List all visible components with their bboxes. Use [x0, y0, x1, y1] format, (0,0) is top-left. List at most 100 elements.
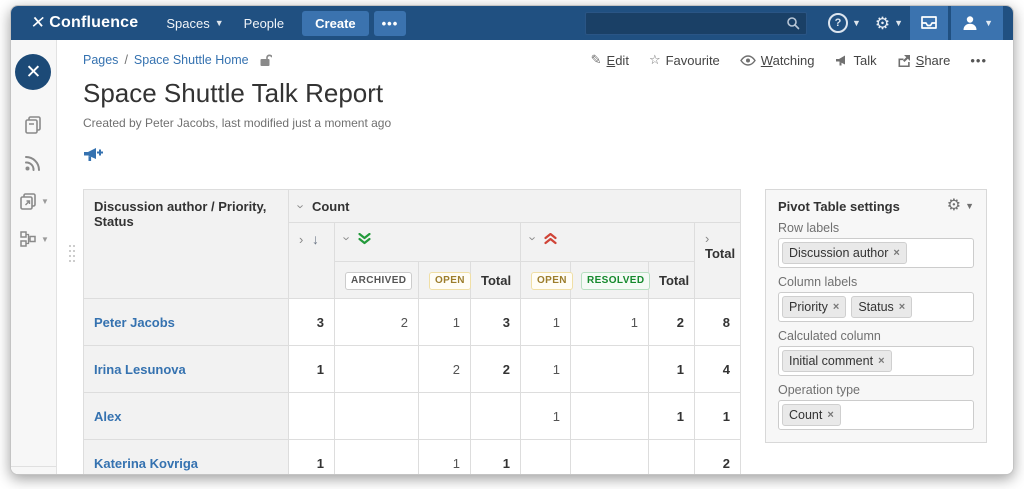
- sidebar-item-blog[interactable]: [23, 153, 43, 173]
- top-navbar: ✕ Confluence Spaces ▼ People Create ••• …: [11, 6, 1013, 40]
- chevron-down-icon: ▼: [851, 18, 861, 28]
- talk-button[interactable]: Talk: [835, 53, 877, 68]
- watching-button[interactable]: Watching: [739, 53, 815, 68]
- content-row: Discussion author / Priority, Status › C…: [82, 189, 987, 474]
- field-tag[interactable]: Count ×: [782, 404, 841, 426]
- cell: [333, 439, 419, 474]
- tray-icon: [920, 16, 938, 30]
- column-labels-input[interactable]: Priority × Status ×: [778, 292, 974, 322]
- space-logo[interactable]: ✕: [15, 54, 52, 90]
- help-menu[interactable]: ? ▼: [821, 13, 868, 33]
- collapse-chevron-icon[interactable]: ›: [525, 236, 541, 241]
- chevron-down-icon: ▼: [41, 234, 49, 244]
- cell: 1: [519, 298, 571, 346]
- search-input[interactable]: [584, 11, 807, 35]
- pivot-header-row-1: Discussion author / Priority, Status › C…: [82, 189, 742, 299]
- cell: 1: [417, 439, 471, 474]
- breadcrumb: Pages / Space Shuttle Home: [83, 53, 272, 67]
- edit-button[interactable]: ✎ Edit: [590, 52, 629, 68]
- chevron-down-icon: ▼: [214, 18, 224, 28]
- remove-tag-icon[interactable]: ×: [827, 409, 834, 421]
- create-more-button[interactable]: •••: [373, 10, 407, 36]
- confluence-logo-text: Confluence: [49, 14, 139, 31]
- shortcuts-icon: [18, 191, 38, 211]
- cell: [333, 392, 419, 440]
- calculated-column-label: Calculated column: [778, 329, 881, 343]
- priority-trivial-double-chevron-down-icon: [358, 233, 371, 245]
- breadcrumb-pages-link[interactable]: Pages: [82, 53, 119, 67]
- user-profile-menu[interactable]: ▼: [951, 6, 1003, 40]
- open-lozenge: OPEN: [530, 271, 573, 290]
- search-icon: [786, 16, 800, 30]
- remove-tag-icon[interactable]: ×: [893, 247, 900, 259]
- panel-settings-menu[interactable]: ⚙ ▼: [947, 198, 974, 214]
- create-button[interactable]: Create: [302, 10, 369, 36]
- gear-icon: ⚙: [946, 197, 962, 214]
- page-byline: Created by Peter Jacobs, last modified j…: [82, 116, 392, 130]
- row-labels-input[interactable]: Discussion author ×: [778, 238, 974, 268]
- admin-settings-menu[interactable]: ⚙ ▼: [868, 15, 910, 32]
- count-group-header: › Count: [287, 189, 742, 223]
- priority-minor-group-header: › ↓: [287, 222, 335, 299]
- priority-trivial-group-header: ›: [333, 222, 521, 262]
- confluence-logo[interactable]: ✕ Confluence: [30, 13, 139, 33]
- remove-tag-icon[interactable]: ×: [832, 301, 840, 313]
- expand-chevron-icon[interactable]: ›: [298, 232, 304, 247]
- cell: [469, 392, 521, 440]
- status-archived-header: ARCHIVED: [333, 261, 419, 299]
- page-actions: ✎ Edit ☆ Favourite Watching: [591, 52, 987, 68]
- sidebar-item-pages[interactable]: [23, 115, 43, 135]
- calculated-column-input[interactable]: Initial comment ×: [778, 346, 974, 376]
- cell: 2: [693, 439, 742, 474]
- resolved-lozenge: RESOLVED: [580, 271, 651, 290]
- expand-chevron-icon[interactable]: ›: [704, 231, 710, 246]
- column-labels-label: Column labels: [778, 275, 858, 289]
- author-link[interactable]: Irina Lesunova: [82, 345, 289, 393]
- eye-icon: [739, 54, 756, 66]
- cell: 1: [287, 439, 335, 474]
- unlocked-padlock-icon[interactable]: [259, 53, 272, 67]
- page-more-button[interactable]: •••: [970, 52, 987, 68]
- author-link[interactable]: Katerina Kovriga: [82, 439, 289, 474]
- cell: [333, 345, 419, 393]
- collapse-chevron-icon[interactable]: ›: [339, 236, 355, 241]
- row-labels-label: Row labels: [778, 221, 840, 235]
- add-talk-comment-button[interactable]: [83, 146, 107, 163]
- browser-app-window: ✕ Confluence Spaces ▼ People Create ••• …: [10, 5, 1014, 475]
- table-row: Irina Lesunova 1 2 2 1 1 4: [82, 345, 742, 393]
- remove-tag-icon[interactable]: ×: [878, 355, 885, 367]
- cell: 1: [287, 345, 335, 393]
- share-button[interactable]: Share: [897, 53, 950, 68]
- favourite-button[interactable]: ☆ Favourite: [648, 52, 720, 68]
- nav-people-link[interactable]: People: [243, 15, 285, 31]
- cell: 1: [647, 392, 695, 440]
- breadcrumb-space-home-link[interactable]: Space Shuttle Home: [133, 53, 249, 67]
- nav-spaces-menu[interactable]: Spaces ▼: [166, 15, 224, 31]
- remove-tag-icon[interactable]: ×: [898, 301, 906, 313]
- table-row: Peter Jacobs 3 2 1 3 1 1 2 8: [82, 298, 742, 346]
- page-title: Space Shuttle Talk Report: [82, 78, 384, 108]
- author-link[interactable]: Peter Jacobs: [82, 298, 289, 346]
- field-tag[interactable]: Initial comment ×: [782, 350, 892, 372]
- sidebar-resize-handle[interactable]: [69, 245, 77, 275]
- collapse-chevron-icon[interactable]: ›: [293, 203, 309, 209]
- field-tag[interactable]: Status ×: [851, 296, 913, 318]
- sidebar-item-page-tree[interactable]: ▼: [18, 229, 49, 249]
- cell: 8: [693, 298, 742, 346]
- chevron-down-icon: ▼: [965, 201, 974, 211]
- app-body: ✕ ▼ ▼: [11, 40, 1013, 474]
- author-link[interactable]: Alex: [82, 392, 289, 440]
- operation-type-input[interactable]: Count ×: [778, 400, 974, 430]
- field-tag[interactable]: Discussion author ×: [782, 242, 907, 264]
- status-resolved-header: RESOLVED: [569, 261, 651, 299]
- subtotal-header: Total: [469, 261, 521, 299]
- sidebar-item-shortcuts[interactable]: ▼: [18, 191, 49, 211]
- star-icon: ☆: [648, 52, 661, 67]
- operation-type-label: Operation type: [778, 383, 860, 397]
- notifications-tray-button[interactable]: [910, 6, 949, 40]
- cell: [647, 439, 695, 474]
- cell: 1: [469, 439, 521, 474]
- priority-blocker-double-chevron-up-icon: [544, 233, 557, 245]
- field-tag[interactable]: Priority ×: [782, 296, 847, 318]
- table-row: Katerina Kovriga 1 1 1 2: [82, 439, 742, 474]
